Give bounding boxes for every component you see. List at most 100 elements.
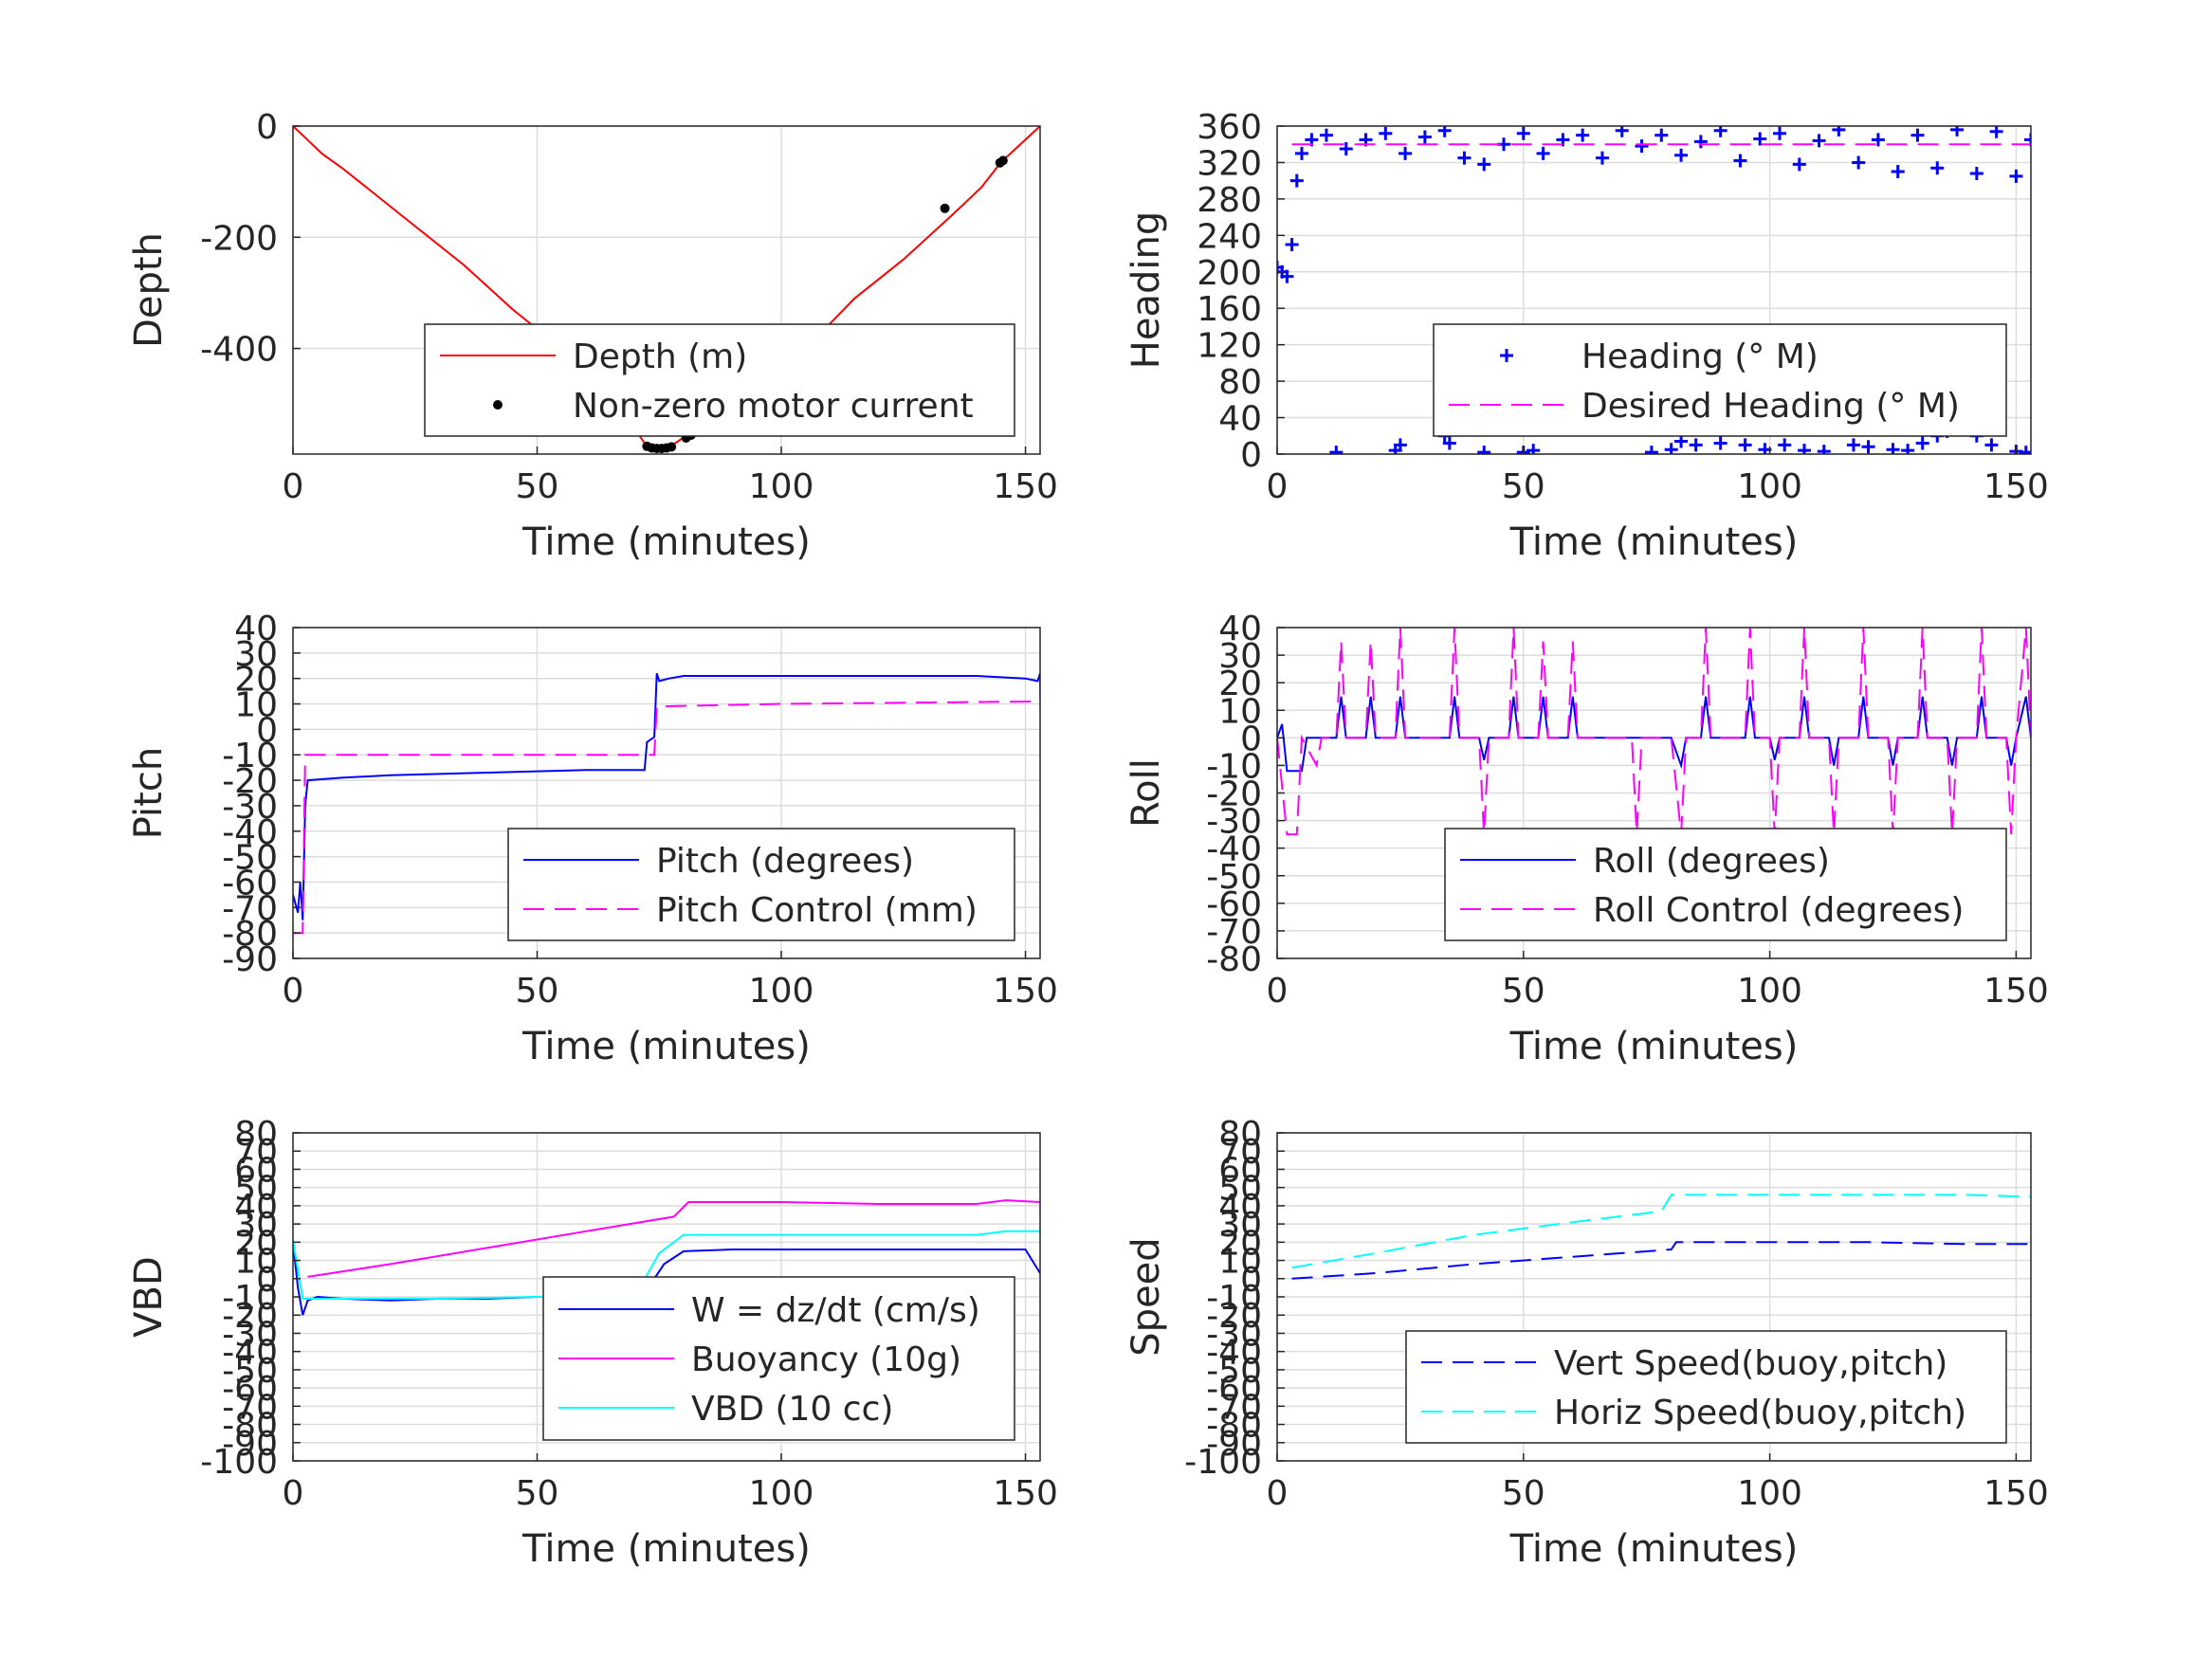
y-tick-label: 30 [234, 635, 278, 674]
axes-frame [292, 627, 1041, 959]
data-point-heading-15 [1477, 157, 1491, 172]
y-tick-label: -90 [1206, 1425, 1262, 1464]
y-tick-label: -60 [1206, 885, 1262, 924]
data-point-heading-30 [1773, 126, 1786, 140]
y-tick-label: 40 [1218, 610, 1262, 648]
data-point-heading-21 [1595, 151, 1609, 165]
y-tick-label: -100 [1184, 1443, 1262, 1482]
y-tick-label: 30 [1218, 637, 1262, 676]
data-point-heading-24 [1654, 128, 1669, 142]
data-point-heading-34 [1852, 155, 1866, 170]
panel-speed: 0 50 100 15080706050403020100-10-20-30-40-5… [1124, 1115, 2049, 1571]
data-point-heading-41 [1989, 126, 2003, 138]
data-point-heading-33 [1832, 126, 1846, 137]
x-tick-label: 0 [1267, 467, 1289, 506]
x-axis-label: Time (minutes) [1509, 1527, 1799, 1571]
data-point-heading-57 [1738, 438, 1752, 452]
series-line-vbd-2 [293, 1230, 1040, 1300]
data-point-heading-43 [2024, 133, 2031, 147]
y-tick-label: 40 [234, 610, 278, 648]
series-line-roll-1 [1277, 628, 2031, 836]
data-layer [1277, 628, 2031, 836]
legend-entry-label: Pitch Control (mm) [656, 891, 978, 930]
x-tick-label: 0 [1267, 1474, 1289, 1513]
y-tick-label: -30 [1206, 1315, 1262, 1354]
y-tick-label: 30 [234, 1206, 278, 1245]
data-point-heading-32 [1812, 134, 1826, 148]
data-point-heading-44 [1329, 446, 1344, 454]
data-point-heading-72 [1984, 438, 1999, 452]
y-tick-label: 0 [1240, 436, 1262, 475]
y-tick-label: 20 [234, 1224, 278, 1263]
data-layer [1277, 126, 2031, 454]
legend: Depth (m) Non-zero motor current [424, 323, 1015, 437]
y-tick-label: 50 [234, 1170, 278, 1209]
data-point-heading-56 [1713, 436, 1728, 450]
data-point-depth-10 [997, 155, 1008, 166]
y-tick-label: -70 [1206, 913, 1262, 952]
y-tick-label: -10 [222, 737, 278, 775]
legend: Roll (degrees) Roll Control (degrees) [1444, 828, 2007, 941]
y-tick-label: 10 [234, 1243, 278, 1282]
x-tick-label: 150 [993, 1474, 1058, 1513]
y-tick-label: -40 [1206, 1334, 1262, 1373]
y-tick-label: 30 [1218, 1206, 1262, 1245]
data-point-heading-51 [1526, 444, 1541, 454]
data-point-heading-40 [1969, 166, 1983, 180]
legend-entry-label: Depth (m) [573, 337, 747, 376]
y-tick-label: 20 [234, 661, 278, 700]
x-tick-label: 50 [516, 972, 559, 1011]
panel-pitch: 0 50 100 150403020100-10-20-30-40-50-60-70-… [127, 610, 1058, 1068]
y-tick-label: 60 [1218, 1151, 1262, 1190]
legend-box [1405, 1330, 2007, 1444]
data-point-heading-61 [1817, 445, 1831, 454]
y-tick-label: 20 [1218, 1224, 1262, 1263]
data-point-heading-4 [1289, 173, 1304, 188]
y-tick-label: 40 [234, 1188, 278, 1227]
data-point-depth-5 [667, 442, 677, 452]
y-tick-label: -50 [222, 839, 278, 878]
y-tick-label: 40 [1218, 1188, 1262, 1227]
data-point-heading-28 [1733, 154, 1747, 168]
legend-entry-label: Buoyancy (10g) [691, 1340, 961, 1379]
y-axis-label: Depth [127, 232, 171, 348]
x-axis-label: Time (minutes) [1509, 1025, 1799, 1068]
y-tick-label: 20 [1218, 665, 1262, 703]
legend: W = dz/dt (cm/s) Buoyancy (10g) VBD (10 cc… [542, 1276, 1015, 1441]
y-tick-label: -50 [1206, 858, 1262, 897]
x-tick-label: 50 [516, 467, 559, 506]
x-tick-label: 50 [1502, 467, 1545, 506]
legend-entry-label: Pitch (degrees) [656, 842, 914, 881]
x-tick-label: 50 [1502, 972, 1545, 1011]
axes-frame [292, 125, 1041, 455]
data-point-heading-17 [1516, 126, 1530, 140]
x-tick-label: 0 [283, 972, 304, 1011]
data-point-heading-59 [1778, 438, 1792, 452]
legend-box [1433, 323, 2007, 437]
y-tick-label: -80 [222, 915, 278, 954]
data-layer [1291, 1194, 2031, 1280]
legend: Vert Speed(buoy,pitch) Horiz Speed(buoy,p… [1405, 1330, 2007, 1444]
y-tick-label: -40 [222, 1334, 278, 1373]
legend-entry-label: Roll (degrees) [1593, 842, 1830, 881]
data-point-heading-35 [1871, 133, 1885, 147]
y-tick-label: 80 [1218, 363, 1262, 402]
y-tick-label: -40 [222, 813, 278, 852]
data-point-heading-14 [1457, 151, 1472, 165]
y-tick-label: -10 [1206, 1279, 1262, 1318]
data-point-heading-31 [1792, 157, 1806, 172]
y-tick-label: -10 [1206, 747, 1262, 786]
data-point-heading-54 [1674, 434, 1689, 448]
y-tick-label: 280 [1197, 181, 1262, 220]
x-tick-label: 50 [516, 1474, 559, 1513]
x-axis-label: Time (minutes) [1509, 520, 1799, 564]
legend: Heading (° M) Desired Heading (° M) [1433, 323, 2007, 437]
y-tick-label: -50 [1206, 1352, 1262, 1391]
legend-box [424, 323, 1015, 437]
y-tick-label: 360 [1197, 108, 1262, 147]
data-point-heading-37 [1910, 128, 1925, 142]
data-point-heading-52 [1644, 446, 1658, 454]
y-tick-label: -90 [222, 1425, 278, 1464]
